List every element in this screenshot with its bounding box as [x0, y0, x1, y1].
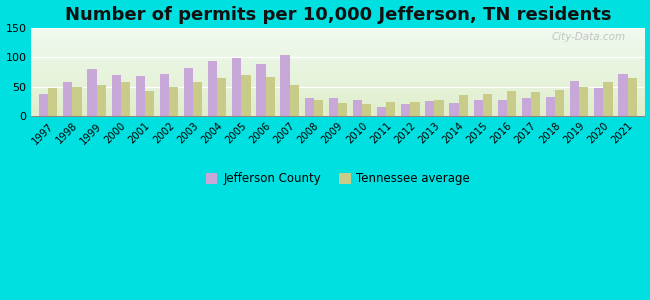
Bar	[217, 78, 226, 116]
Bar	[386, 103, 395, 116]
Bar	[618, 74, 627, 116]
Bar	[266, 76, 275, 116]
Bar	[474, 100, 483, 116]
Bar	[377, 107, 386, 116]
Bar	[241, 75, 250, 116]
Bar	[579, 87, 588, 116]
Bar	[97, 85, 106, 116]
Bar	[338, 103, 347, 116]
Bar	[290, 85, 299, 116]
Bar	[483, 94, 492, 116]
Text: City-Data.com: City-Data.com	[552, 32, 626, 42]
Title: Number of permits per 10,000 Jefferson, TN residents: Number of permits per 10,000 Jefferson, …	[65, 6, 611, 24]
Bar	[184, 68, 193, 116]
Bar	[459, 95, 468, 116]
Legend: Jefferson County, Tennessee average: Jefferson County, Tennessee average	[201, 168, 475, 190]
Bar	[401, 104, 410, 116]
Bar	[208, 61, 217, 116]
Bar	[193, 82, 202, 116]
Bar	[603, 82, 612, 116]
Bar	[121, 82, 130, 116]
Bar	[112, 75, 121, 116]
Bar	[362, 104, 371, 116]
Bar	[498, 100, 507, 116]
Bar	[353, 100, 362, 116]
Bar	[434, 100, 444, 116]
Bar	[305, 98, 314, 116]
Bar	[555, 90, 564, 116]
Bar	[425, 101, 434, 116]
Bar	[256, 64, 266, 116]
Bar	[314, 100, 323, 116]
Bar	[63, 82, 72, 116]
Bar	[531, 92, 540, 116]
Bar	[627, 78, 637, 116]
Bar	[169, 87, 178, 116]
Bar	[72, 87, 82, 116]
Bar	[522, 98, 531, 116]
Bar	[136, 76, 145, 116]
Bar	[232, 58, 241, 116]
Bar	[329, 98, 338, 116]
Bar	[410, 102, 419, 116]
Bar	[594, 88, 603, 116]
Bar	[449, 103, 459, 116]
Bar	[39, 94, 48, 116]
Bar	[160, 74, 169, 116]
Bar	[546, 97, 555, 116]
Bar	[570, 81, 579, 116]
Bar	[507, 91, 516, 116]
Bar	[87, 69, 97, 116]
Bar	[281, 56, 290, 116]
Bar	[48, 88, 57, 116]
Bar	[145, 91, 154, 116]
